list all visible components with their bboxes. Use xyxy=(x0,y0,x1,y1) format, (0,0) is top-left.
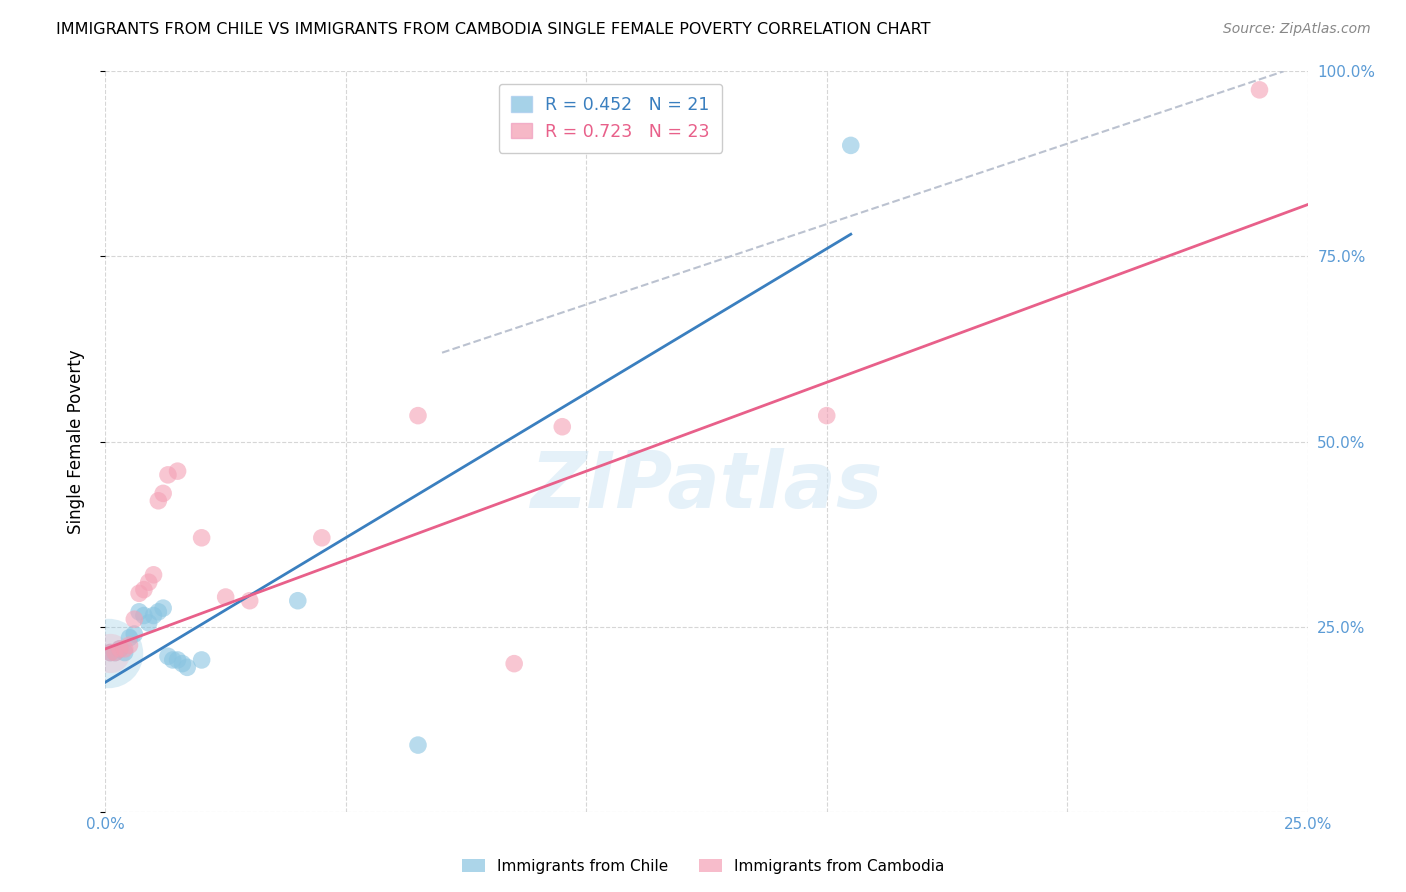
Point xyxy=(172,657,194,671)
Point xyxy=(142,608,165,623)
Point xyxy=(166,653,188,667)
Point xyxy=(118,631,141,645)
Point xyxy=(152,601,174,615)
Point xyxy=(138,575,160,590)
Point xyxy=(815,409,838,423)
Point xyxy=(108,641,131,656)
Point xyxy=(142,567,165,582)
Point xyxy=(148,493,170,508)
Point xyxy=(114,641,136,656)
Point xyxy=(132,608,155,623)
Point xyxy=(104,646,127,660)
Text: ZIPatlas: ZIPatlas xyxy=(530,448,883,524)
Point xyxy=(138,615,160,630)
Point xyxy=(551,419,574,434)
Point xyxy=(239,593,262,607)
Point xyxy=(124,612,146,626)
Point xyxy=(214,590,236,604)
Point xyxy=(190,653,212,667)
Point xyxy=(132,582,155,597)
Point xyxy=(287,593,309,607)
Point xyxy=(839,138,862,153)
Point xyxy=(152,486,174,500)
Point xyxy=(156,467,179,482)
Point xyxy=(406,409,429,423)
Point xyxy=(128,605,150,619)
Point xyxy=(124,627,146,641)
Point xyxy=(406,738,429,752)
Legend: R = 0.452   N = 21, R = 0.723   N = 23: R = 0.452 N = 21, R = 0.723 N = 23 xyxy=(499,84,723,153)
Point xyxy=(176,660,198,674)
Point xyxy=(114,646,136,660)
Point xyxy=(148,605,170,619)
Point xyxy=(98,646,121,660)
Legend: Immigrants from Chile, Immigrants from Cambodia: Immigrants from Chile, Immigrants from C… xyxy=(456,853,950,880)
Point xyxy=(98,646,121,660)
Point xyxy=(1249,83,1271,97)
Point xyxy=(128,586,150,600)
Point xyxy=(162,653,184,667)
Point xyxy=(311,531,333,545)
Y-axis label: Single Female Poverty: Single Female Poverty xyxy=(66,350,84,533)
Point xyxy=(98,646,121,660)
Point xyxy=(97,646,120,660)
Point xyxy=(108,641,131,656)
Text: Source: ZipAtlas.com: Source: ZipAtlas.com xyxy=(1223,22,1371,37)
Point xyxy=(118,638,141,652)
Point xyxy=(104,646,127,660)
Text: IMMIGRANTS FROM CHILE VS IMMIGRANTS FROM CAMBODIA SINGLE FEMALE POVERTY CORRELAT: IMMIGRANTS FROM CHILE VS IMMIGRANTS FROM… xyxy=(56,22,931,37)
Point xyxy=(156,649,179,664)
Point xyxy=(503,657,526,671)
Point xyxy=(190,531,212,545)
Point xyxy=(166,464,188,478)
